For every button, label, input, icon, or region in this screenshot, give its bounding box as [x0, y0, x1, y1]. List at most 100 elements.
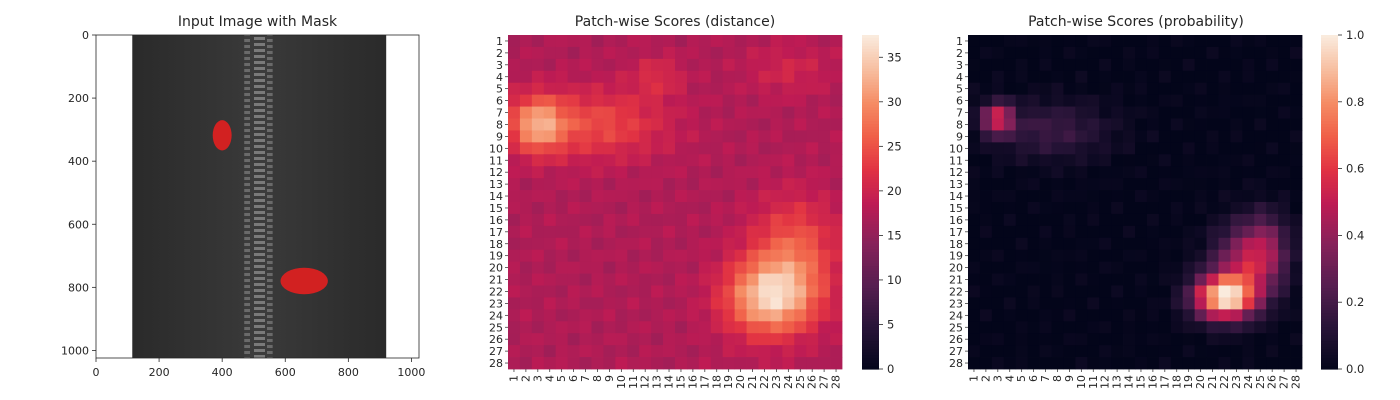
heatmap-cell — [979, 166, 993, 179]
heatmap-cell — [627, 273, 640, 286]
heatmap-cell — [710, 273, 724, 286]
panel-probability-heatmap: Patch-wise Scores (probability) 12345678… — [949, 14, 1364, 389]
heatmap-cell — [968, 58, 981, 72]
heatmap-cell — [734, 273, 747, 286]
heatmap-cell — [1206, 154, 1219, 167]
colorbar-segment — [862, 235, 879, 239]
heatmap-cell — [770, 142, 783, 155]
heatmap-cell — [1278, 190, 1291, 203]
heatmap-cell — [663, 309, 676, 322]
heatmap-cell — [1063, 142, 1076, 155]
heatmap-cell — [1218, 118, 1231, 131]
heatmap-cell — [734, 213, 747, 227]
heatmap-cell — [770, 82, 783, 96]
heatmap-cell — [1099, 82, 1112, 96]
heatmap-cell — [1206, 35, 1219, 48]
colorbar-tick-label: 30 — [887, 95, 902, 109]
heatmap-cell — [1254, 357, 1267, 370]
colorbar-segment — [1321, 274, 1338, 278]
heatmap-cell — [1123, 190, 1136, 203]
heatmap-cell — [806, 273, 819, 286]
heatmap-cell — [710, 166, 724, 179]
heatmap-cell — [698, 202, 712, 215]
heatmap-cell — [770, 202, 783, 215]
heatmap-cell — [1230, 58, 1243, 72]
heatmap-cell — [1254, 190, 1267, 203]
heatmap-cell — [830, 46, 843, 60]
heatmap-cell — [818, 213, 831, 227]
heatmap-cell — [1242, 273, 1255, 286]
colorbar-segment — [1321, 182, 1338, 186]
colorbar-segment — [1321, 252, 1338, 256]
heatmap-cell — [770, 345, 783, 358]
heatmap-cell — [1123, 225, 1136, 239]
heatmap-cell — [1146, 82, 1160, 96]
heatmap-cell — [663, 273, 676, 286]
heatmap-cell — [1051, 285, 1064, 298]
heatmap-cell — [979, 321, 993, 334]
heatmap-cell — [734, 345, 747, 358]
colorbar-segment — [1321, 87, 1338, 92]
heatmap-cell — [1099, 94, 1112, 107]
colorbar-segment — [1321, 346, 1338, 351]
heatmap-cell — [627, 297, 640, 310]
heatmap-cell — [1242, 130, 1255, 143]
y-tick-label: 17 — [949, 226, 963, 239]
x-tick-label: 20 — [1194, 375, 1207, 389]
heatmap-cell — [1206, 142, 1219, 155]
heatmap-cell — [686, 297, 700, 310]
heatmap-cell — [1254, 333, 1267, 346]
colorbar-segment — [1321, 118, 1338, 122]
colorbar-segment — [862, 54, 879, 58]
heatmap-cell — [519, 46, 533, 60]
heatmap-cell — [1206, 166, 1219, 179]
heatmap-cell — [615, 321, 628, 334]
y-tick-label: 3 — [956, 59, 963, 72]
heatmap-cell — [1194, 35, 1207, 48]
heatmap-cell — [531, 118, 545, 131]
heatmap-cell — [1051, 82, 1064, 96]
heatmap-cell — [1158, 202, 1172, 215]
colorbar-segment — [862, 268, 879, 273]
heatmap-cell — [1290, 297, 1303, 310]
heatmap-cell — [698, 118, 712, 131]
heatmap-cell — [1194, 237, 1207, 251]
y-tick-label: 14 — [489, 190, 503, 203]
colorbar-segment — [1321, 299, 1338, 303]
heatmap-cell — [686, 213, 700, 227]
heatmap-cell — [1218, 237, 1231, 251]
distance-x-axis: 1234567891011121314151617181920212223242… — [507, 369, 843, 389]
heatmap-cell — [1218, 106, 1231, 119]
heatmap-cell — [1206, 237, 1219, 251]
heatmap-cell — [519, 213, 533, 227]
heatmap-cell — [675, 285, 688, 298]
y-tick-label: 2 — [496, 47, 503, 60]
heatmap-cell — [1194, 106, 1207, 119]
heatmap-cell — [615, 202, 628, 215]
x-tick-label: 3 — [531, 375, 544, 382]
heatmap-cell — [639, 94, 652, 107]
heatmap-cell — [1123, 142, 1136, 155]
heatmap-cell — [555, 213, 569, 227]
heatmap-cell — [818, 58, 831, 72]
heatmap-cell — [782, 297, 795, 310]
heatmap-cell — [746, 237, 759, 251]
heatmap-cell — [806, 321, 819, 334]
heatmap-cell — [1290, 237, 1303, 251]
heatmap-cell — [1290, 213, 1303, 227]
colorbar-segment — [1321, 165, 1338, 170]
heatmap-cell — [1039, 213, 1052, 227]
heatmap-cell — [531, 345, 545, 358]
heatmap-cell — [991, 285, 1005, 298]
heatmap-cell — [1087, 106, 1100, 119]
heatmap-cell — [782, 82, 795, 96]
heatmap-cell — [1218, 321, 1231, 334]
colorbar-segment — [862, 168, 879, 172]
heatmap-cell — [1051, 35, 1064, 48]
heatmap-cell — [519, 202, 533, 215]
heatmap-cell — [675, 249, 688, 263]
heatmap-cell — [830, 249, 843, 263]
heatmap-cell — [1266, 285, 1279, 298]
heatmap-cell — [1278, 94, 1291, 107]
